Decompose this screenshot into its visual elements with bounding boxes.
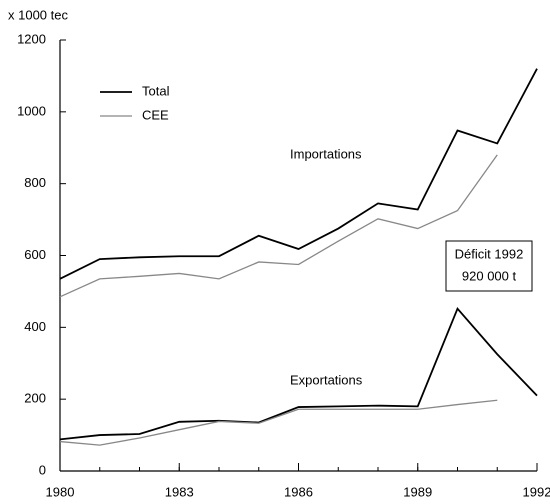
x-tick-label: 1992 <box>523 484 550 499</box>
series-line <box>59 306 538 441</box>
legend-label: CEE <box>142 107 169 122</box>
y-tick-label: 400 <box>24 319 46 334</box>
y-tick-label: 0 <box>39 462 46 477</box>
y-tick-label: 800 <box>24 175 46 190</box>
y-tick-label: 1000 <box>17 103 46 118</box>
series-line <box>59 399 498 446</box>
legend-label: Total <box>142 83 170 98</box>
y-tick-label: 200 <box>24 391 46 406</box>
y-tick-label: 1200 <box>17 31 46 46</box>
annotation: 920 000 t <box>462 268 517 283</box>
series-line <box>59 154 498 298</box>
x-tick-label: 1980 <box>46 484 75 499</box>
y-tick-label: 600 <box>24 247 46 262</box>
series-line <box>59 68 538 280</box>
x-tick-label: 1989 <box>403 484 432 499</box>
x-tick-label: 1986 <box>284 484 313 499</box>
annotation: Importations <box>290 146 362 161</box>
x-tick-label: 1983 <box>165 484 194 499</box>
annotation: Exportations <box>290 372 363 387</box>
y-axis-label: x 1000 tec <box>8 7 68 22</box>
annotation-box <box>445 240 533 292</box>
annotation: Déficit 1992 <box>455 246 524 261</box>
